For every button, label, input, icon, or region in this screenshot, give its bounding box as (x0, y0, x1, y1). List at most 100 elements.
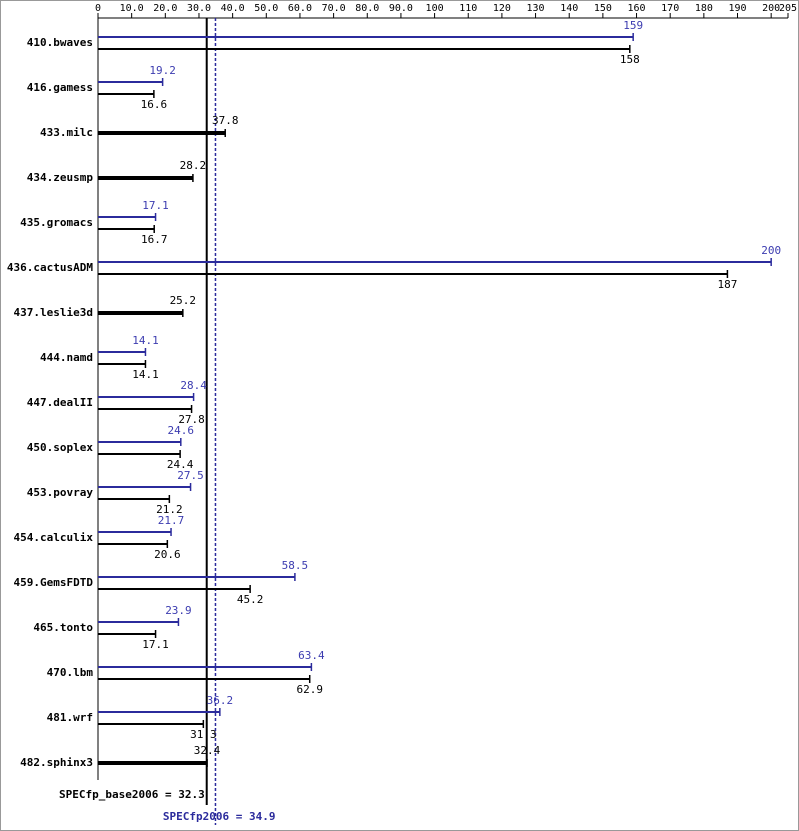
x-tick-label: 130 (527, 3, 545, 14)
base-bar (98, 45, 631, 53)
x-tick-label: 80.0 (355, 3, 379, 14)
value-label: 21.2 (156, 503, 183, 516)
value-label: 21.7 (158, 514, 185, 527)
x-tick-label: 190 (728, 3, 746, 14)
benchmark-label: 447.dealII (27, 396, 93, 409)
value-label: 19.2 (149, 64, 176, 77)
base-bar (98, 405, 193, 413)
base-bar (98, 174, 194, 182)
base-bar (98, 90, 155, 98)
base-bar (98, 720, 205, 728)
base-bar (98, 225, 155, 233)
x-tick-label: 30.0 (187, 3, 211, 14)
base-bar (98, 759, 208, 767)
peak-bar (98, 663, 313, 671)
benchmark-label: 482.sphinx3 (20, 756, 93, 769)
benchmark-label: 453.povray (27, 486, 94, 499)
peak-bar (98, 573, 296, 581)
value-label: 17.1 (142, 638, 169, 651)
x-tick-label: 20.0 (153, 3, 177, 14)
base-bar (98, 270, 729, 278)
base-bar (98, 360, 147, 368)
benchmark-label: 437.leslie3d (14, 306, 93, 319)
base-bar (98, 450, 181, 458)
base-bar (98, 540, 169, 548)
value-label: 20.6 (154, 548, 181, 561)
x-tick-label: 120 (493, 3, 511, 14)
value-label: 58.5 (282, 559, 309, 572)
benchmark-label: 433.milc (40, 126, 93, 139)
x-tick-label: 50.0 (254, 3, 278, 14)
value-label: 17.1 (142, 199, 169, 212)
value-label: 200 (761, 244, 781, 257)
value-label: 36.2 (207, 694, 234, 707)
x-tick-label: 140 (560, 3, 578, 14)
x-tick-label: 90.0 (389, 3, 413, 14)
value-label: 25.2 (170, 294, 197, 307)
peak-mean-label: SPECfp2006 = 34.9 (163, 810, 276, 823)
x-tick-label: 200 (762, 3, 780, 14)
benchmark-label: 459.GemsFDTD (14, 576, 94, 589)
value-label: 24.6 (168, 424, 195, 437)
value-label: 28.2 (180, 159, 207, 172)
peak-bar (98, 258, 772, 266)
value-label: 23.9 (165, 604, 192, 617)
peak-bar (98, 483, 192, 491)
benchmark-label: 481.wrf (47, 711, 93, 724)
peak-bar (98, 213, 157, 221)
benchmark-label: 444.namd (40, 351, 93, 364)
benchmark-label: 465.tonto (33, 621, 93, 634)
x-tick-label: 170 (661, 3, 679, 14)
value-label: 62.9 (296, 683, 323, 696)
value-label: 14.1 (132, 334, 159, 347)
x-tick-label: 150 (594, 3, 612, 14)
base-bar (98, 585, 251, 593)
benchmark-label: 454.calculix (14, 531, 94, 544)
benchmark-label: 450.soplex (27, 441, 94, 454)
peak-bar (98, 393, 195, 401)
value-label: 27.5 (177, 469, 204, 482)
benchmark-label: 416.gamess (27, 81, 93, 94)
value-label: 24.4 (167, 458, 194, 471)
x-tick-label: 70.0 (322, 3, 346, 14)
peak-bar (98, 33, 634, 41)
benchmark-label: 434.zeusmp (27, 171, 94, 184)
value-label: 27.8 (178, 413, 205, 426)
x-tick-label: 10.0 (120, 3, 144, 14)
benchmark-label: 410.bwaves (27, 36, 93, 49)
value-label: 16.6 (141, 98, 168, 111)
x-tick-label: 160 (628, 3, 646, 14)
x-tick-label: 60.0 (288, 3, 312, 14)
value-label: 14.1 (132, 368, 159, 381)
benchmark-label: 436.cactusADM (7, 261, 93, 274)
value-label: 37.8 (212, 114, 239, 127)
value-label: 159 (623, 19, 643, 32)
value-label: 16.7 (141, 233, 168, 246)
benchmark-label: 435.gromacs (20, 216, 93, 229)
value-label: 158 (620, 53, 640, 66)
x-tick-label: 100 (426, 3, 444, 14)
base-mean-label: SPECfp_base2006 = 32.3 (59, 788, 205, 801)
base-bar (98, 630, 157, 638)
value-label: 187 (717, 278, 737, 291)
x-tick-label: 40.0 (221, 3, 245, 14)
value-label: 28.4 (180, 379, 207, 392)
x-tick-label: 205 (779, 3, 797, 14)
peak-bar (98, 438, 182, 446)
peak-bar (98, 78, 164, 86)
x-tick-label: 110 (459, 3, 477, 14)
x-tick-label: 0 (95, 3, 101, 14)
value-label: 32.4 (194, 744, 221, 757)
peak-bar (98, 348, 147, 356)
peak-bar (98, 708, 221, 716)
benchmark-label: 470.lbm (47, 666, 94, 679)
peak-bar (98, 618, 180, 626)
value-label: 63.4 (298, 649, 325, 662)
base-bar (98, 309, 184, 317)
base-bar (98, 675, 311, 683)
peak-bar (98, 528, 172, 536)
value-label: 45.2 (237, 593, 264, 606)
x-tick-label: 180 (695, 3, 713, 14)
